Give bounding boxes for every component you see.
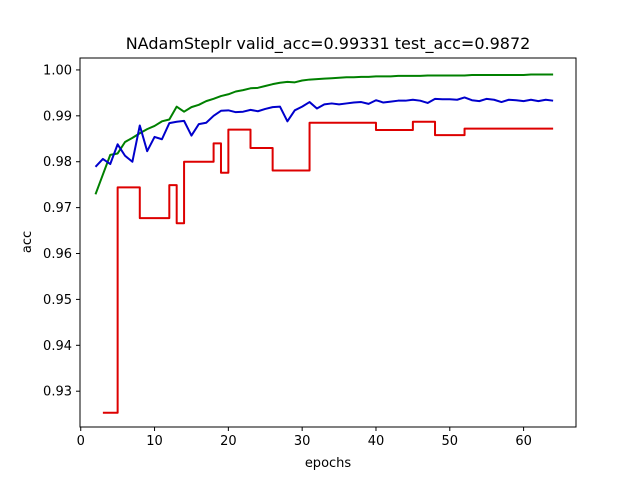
x-tick-label: 0 xyxy=(77,434,85,449)
axes-layer: 0 10 20 30 40 50 60 0.93 0.94 0.95 0.96 0.97 0.98 0.9… xyxy=(43,63,532,449)
y-tick-label: 0.97 xyxy=(43,201,72,216)
x-axis-label: epochs xyxy=(305,456,352,471)
y-tick-label: 0.94 xyxy=(43,339,72,354)
y-tick-label: 0.93 xyxy=(43,385,72,400)
x-tick-label: 20 xyxy=(220,434,237,449)
x-tick-label: 60 xyxy=(515,434,532,449)
test-acc-step-line xyxy=(102,120,554,414)
y-tick-label: 1.00 xyxy=(43,63,72,78)
y-tick-label: 0.98 xyxy=(43,155,72,170)
y-axis-label: acc xyxy=(20,231,35,253)
series-layer xyxy=(94,73,554,414)
train-acc-line xyxy=(94,73,554,195)
x-tick-label: 50 xyxy=(442,434,459,449)
x-tick-label: 40 xyxy=(368,434,385,449)
valid-acc-line xyxy=(94,96,554,168)
chart-title: NAdamSteplr valid_acc=0.99331 test_acc=0… xyxy=(126,34,531,54)
y-tick-label: 0.96 xyxy=(43,247,72,262)
y-tick-label: 0.99 xyxy=(43,109,72,124)
y-tick-label: 0.95 xyxy=(43,293,72,308)
x-tick-label: 30 xyxy=(294,434,311,449)
x-tick-label: 10 xyxy=(146,434,163,449)
plot-frame xyxy=(79,57,577,428)
